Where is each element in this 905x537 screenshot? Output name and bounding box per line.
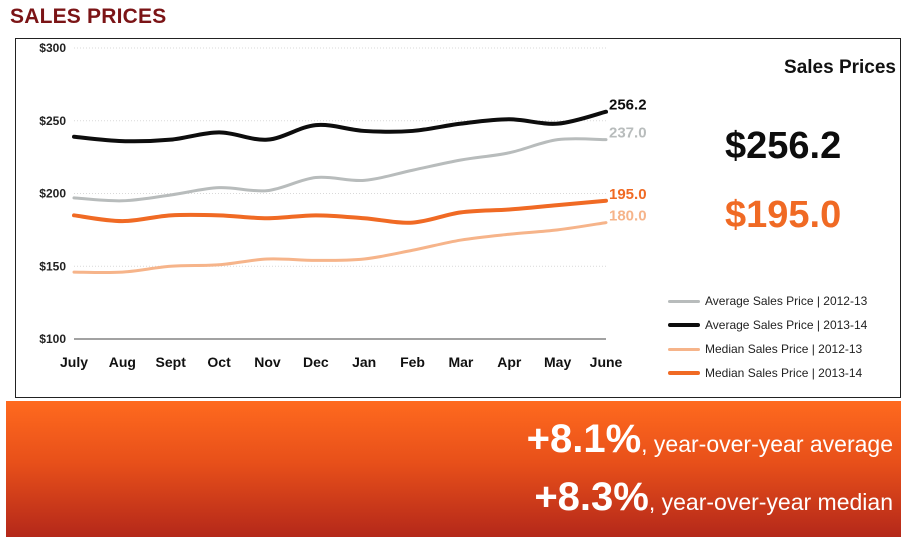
x-tick-label: Aug bbox=[109, 354, 136, 370]
page-title: SALES PRICES bbox=[10, 5, 167, 28]
y-tick-label: $250 bbox=[39, 114, 66, 128]
data-label: 195.0 bbox=[609, 186, 647, 203]
x-tick-label: Apr bbox=[497, 354, 522, 370]
legend-swatch bbox=[668, 347, 700, 351]
average-yoy-text: , year-over-year average bbox=[641, 431, 893, 457]
legend-swatch bbox=[668, 371, 700, 375]
x-tick-label: Dec bbox=[303, 354, 329, 370]
legend-item: Median Sales Price | 2013-14 bbox=[668, 361, 900, 385]
median-yoy-row: +8.3%, year-over-year median bbox=[534, 475, 893, 520]
x-tick-label: May bbox=[544, 354, 571, 370]
data-label: 256.2 bbox=[609, 97, 647, 114]
y-tick-label: $100 bbox=[39, 332, 66, 346]
y-tick-label: $150 bbox=[39, 259, 66, 273]
panel-title: Sales Prices bbox=[784, 57, 896, 78]
x-tick-label: Feb bbox=[400, 354, 425, 370]
median-price-value: $195.0 bbox=[725, 194, 842, 236]
y-tick-label: $300 bbox=[39, 41, 66, 55]
legend-swatch bbox=[668, 323, 700, 327]
legend-item: Average Sales Price | 2012-13 bbox=[668, 289, 900, 313]
series-line bbox=[72, 198, 608, 225]
data-label: 180.0 bbox=[609, 208, 647, 225]
series-line bbox=[72, 137, 608, 203]
x-tick-label: Nov bbox=[254, 354, 281, 370]
series-line bbox=[72, 221, 608, 274]
legend-label: Median Sales Price | 2012-13 bbox=[705, 342, 863, 356]
data-label: 237.0 bbox=[609, 125, 647, 142]
x-tick-label: Oct bbox=[207, 354, 231, 370]
x-tick-label: June bbox=[590, 354, 623, 370]
average-yoy-value: +8.1% bbox=[526, 417, 642, 461]
x-tick-label: Mar bbox=[448, 354, 473, 370]
summary-banner: +8.1%, year-over-year average +8.3%, yea… bbox=[6, 401, 901, 537]
legend-item: Average Sales Price | 2013-14 bbox=[668, 313, 900, 337]
x-tick-label: July bbox=[60, 354, 88, 370]
line-chart: $100 $150 $200 $250 $300 July Aug Sept Oct Nov Dec… bbox=[39, 41, 647, 370]
median-yoy-text: , year-over-year median bbox=[648, 489, 893, 515]
legend-label: Median Sales Price | 2013-14 bbox=[705, 366, 863, 380]
chart-panel: $100 $150 $200 $250 $300 July Aug Sept Oct Nov Dec… bbox=[15, 38, 901, 398]
x-tick-label: Sept bbox=[156, 354, 187, 370]
y-tick-label: $200 bbox=[39, 187, 66, 201]
legend-label: Average Sales Price | 2012-13 bbox=[705, 294, 868, 308]
legend-item: Median Sales Price | 2012-13 bbox=[668, 337, 900, 361]
chart-legend: Average Sales Price | 2012-13 Average Sal… bbox=[668, 289, 900, 385]
legend-label: Average Sales Price | 2013-14 bbox=[705, 318, 868, 332]
legend-swatch bbox=[668, 299, 700, 303]
average-yoy-row: +8.1%, year-over-year average bbox=[527, 417, 893, 462]
x-tick-label: Jan bbox=[352, 354, 376, 370]
median-yoy-value: +8.3% bbox=[534, 475, 649, 519]
average-price-value: $256.2 bbox=[725, 125, 842, 167]
series-line bbox=[72, 109, 608, 144]
